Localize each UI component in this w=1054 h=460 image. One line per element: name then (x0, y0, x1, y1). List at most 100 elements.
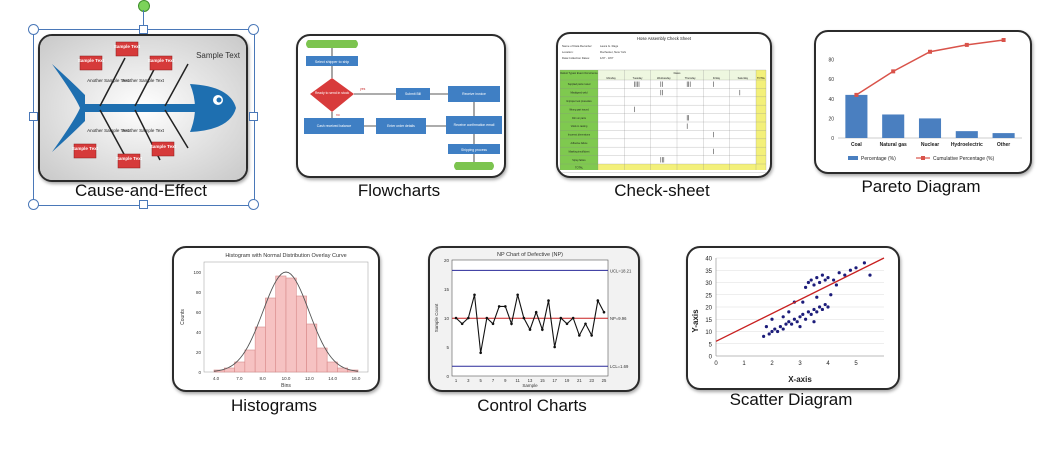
check-day-label: Monday (607, 76, 617, 80)
scatter-point (818, 280, 822, 285)
histogram-chart: Histogram with Normal Distribution Overl… (180, 253, 369, 389)
fish-branch-label: Another Sample Text (122, 128, 164, 133)
resize-handle-e[interactable] (249, 112, 258, 121)
scatter-point (804, 317, 808, 321)
control-point (602, 310, 606, 314)
control-ucl-label: UCL=18.21 (610, 268, 632, 273)
control-point (584, 322, 587, 326)
histogram-tile[interactable]: Histogram with Normal Distribution Overl… (172, 246, 380, 392)
scatter-tile[interactable]: 0 5 10 15 20 25 30 35 40 0 1 2 3 4 5 X-axis Y-axis (686, 246, 900, 390)
flow-decision (310, 78, 354, 112)
flowcharts-tile[interactable]: Select shipper to ship Ready to send in … (296, 34, 506, 178)
pareto-ytick: 20 (828, 116, 834, 122)
resize-handle-ne[interactable] (248, 24, 259, 35)
check-row-label: Adhesive failure (570, 142, 588, 145)
pareto-ytick: 40 (828, 97, 834, 103)
pareto-bar (845, 94, 868, 138)
resize-handle-s[interactable] (139, 200, 148, 209)
scatter-ytick: 15 (705, 318, 712, 324)
control-title: NP Chart of Defective (NP) (497, 252, 563, 258)
check-header-label: Name of Data Recorder: (562, 44, 593, 48)
control-xtick: 15 (540, 378, 545, 383)
histogram-bar (265, 297, 277, 373)
fish-box-label: Sample Text (114, 44, 141, 49)
pareto-line-point (964, 42, 969, 47)
check-sheet-tile[interactable]: Hose Assembly Check Sheet Name of Data R… (556, 32, 772, 178)
control-point (522, 316, 526, 320)
scatter-point (798, 325, 802, 329)
control-point (528, 328, 532, 331)
check-row-label: Voids in casting (571, 125, 588, 128)
check-total-header: TOTAL (757, 76, 766, 80)
check-col-header: Defect Types/ Event Occurrence (560, 71, 598, 75)
histogram-bar (285, 277, 297, 373)
check-row-label: Masking insufficient (569, 150, 590, 153)
resize-handle-n[interactable] (139, 25, 148, 34)
control-chart-tile[interactable]: NP Chart of Defective (NP) 0 5 10 15 20 UCL=18… (428, 246, 640, 392)
flow-node-label: Shipping process (461, 148, 487, 152)
control-point (553, 345, 556, 349)
flow-edge-label: no (336, 113, 340, 117)
fish-spine (80, 104, 200, 112)
cause-effect-tile[interactable]: Sample Text Sample Text Sample Text Samp… (38, 34, 248, 182)
scatter-xtick: 1 (742, 361, 746, 367)
check-sheet-title: Hose Assembly Check Sheet (637, 36, 692, 41)
control-point (473, 293, 476, 297)
resize-handle-w[interactable] (29, 112, 38, 121)
control-point (590, 334, 593, 337)
scatter-point (815, 295, 819, 299)
control-point (485, 316, 489, 320)
control-xtick: 13 (528, 378, 533, 383)
scatter-point (767, 332, 771, 336)
fish-box-label: Sample Text (116, 156, 143, 161)
scatter-xtick: 5 (854, 361, 858, 367)
scatter-point (812, 307, 816, 312)
resize-handle-sw[interactable] (28, 199, 39, 210)
control-point (565, 322, 569, 326)
caption-scatter: Scatter Diagram (729, 390, 853, 409)
scatter-ytick: 20 (705, 306, 712, 312)
control-point (497, 305, 501, 308)
flow-node (448, 86, 500, 102)
resize-handle-se[interactable] (248, 199, 259, 210)
resize-handle-nw[interactable] (28, 24, 39, 35)
scatter-point (770, 329, 774, 334)
control-point (534, 310, 538, 314)
rotate-handle[interactable] (138, 0, 150, 12)
scatter-point (829, 293, 833, 297)
scatter-point (823, 278, 827, 282)
scatter-point (764, 325, 768, 329)
scatter-point (792, 317, 796, 321)
control-point (510, 322, 513, 326)
flow-node (306, 56, 358, 66)
control-xtick: 21 (577, 378, 582, 383)
control-lcl-label: LCL=1.69 (610, 364, 629, 369)
check-header-value: Rochester, New York (600, 50, 627, 54)
flow-end (454, 162, 494, 170)
scatter-point (837, 271, 841, 275)
flow-node-label: Receive confirmation email (454, 123, 495, 127)
scatter-ytick: 0 (709, 355, 713, 361)
pareto-line-point (891, 69, 896, 74)
pareto-legend-marker (921, 156, 925, 160)
histogram-normal-curve (213, 271, 359, 372)
scatter-trend-line (715, 257, 885, 342)
caption-control-charts: Control Charts (477, 396, 587, 415)
scatter-xtick: 3 (798, 361, 802, 367)
pareto-ytick: 80 (828, 58, 834, 64)
flow-node-label: Enter order details (387, 124, 415, 128)
check-footer: TOTAL (575, 166, 584, 170)
scatter-point (809, 312, 813, 316)
scatter-point (815, 276, 819, 280)
control-xtick: 17 (552, 378, 557, 383)
scatter-point (773, 327, 777, 331)
scatter-point (787, 310, 791, 314)
scatter-point (784, 322, 788, 326)
histogram-xtick: 8.0 (260, 376, 267, 381)
pareto-tile[interactable]: 0 20 40 60 80 Coal Natural gas Nuclear Hydroelec… (814, 30, 1032, 174)
check-row-label: Spray failure (572, 159, 586, 162)
histogram-ytick: 40 (196, 330, 202, 335)
control-point (571, 316, 575, 320)
caption-flowcharts: Flowcharts (357, 181, 441, 200)
scatter-ytick: 5 (709, 342, 713, 348)
